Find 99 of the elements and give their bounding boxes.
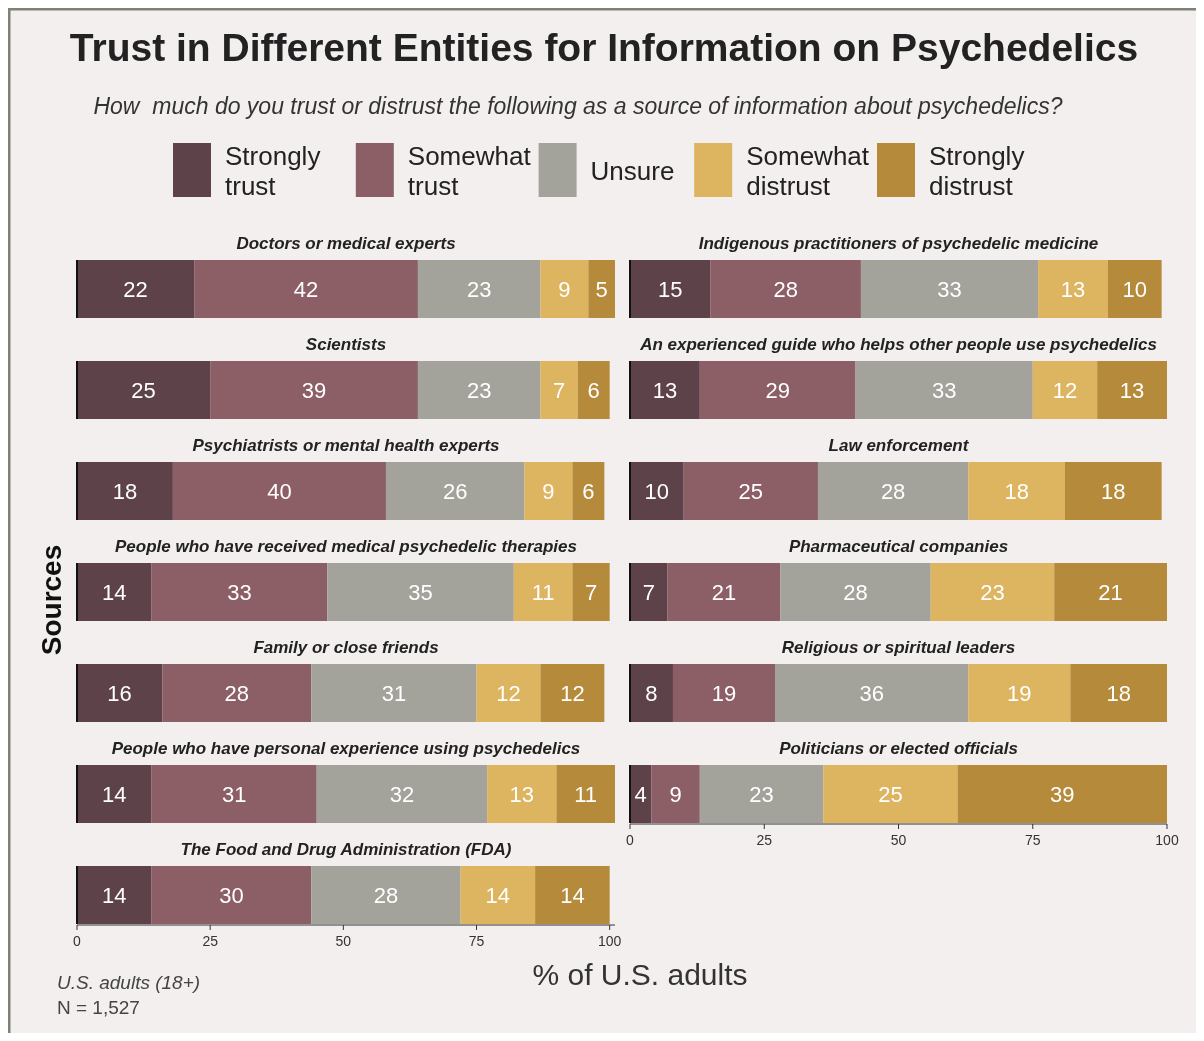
legend-label: Unsure (590, 156, 675, 186)
data-label: 28 (773, 277, 798, 302)
x-tick-label: 0 (626, 832, 635, 848)
data-label: 26 (442, 479, 468, 504)
y-tick-label: Psychiatrists or mental health experts (192, 436, 500, 455)
data-label: 18 (1004, 479, 1029, 504)
x-tick-label: 0 (73, 933, 82, 949)
data-label: 28 (880, 479, 906, 504)
data-label: 15 (658, 277, 683, 302)
data-label: 25 (878, 782, 903, 807)
y-tick-label: Law enforcement (828, 436, 970, 455)
data-label: 39 (301, 378, 327, 403)
data-label: 6 (587, 378, 600, 403)
y-tick-label: Politicians or elected officials (779, 739, 1018, 758)
data-label: 32 (389, 782, 415, 807)
data-label: 21 (1098, 580, 1123, 605)
y-tick-label: Family or close friends (253, 638, 439, 657)
x-tick-label: 100 (597, 933, 622, 949)
data-label: 35 (408, 580, 433, 605)
data-label: 16 (107, 681, 132, 706)
data-label: 13 (509, 782, 535, 807)
data-label: 11 (531, 580, 555, 605)
data-label: 31 (221, 782, 247, 807)
data-label: 23 (466, 277, 492, 302)
data-label: 14 (485, 883, 511, 908)
legend-label: Strongly trust (225, 141, 321, 201)
data-label: 18 (1106, 681, 1131, 706)
data-label: 21 (711, 580, 737, 605)
data-label: 5 (595, 277, 608, 302)
data-label: 19 (1007, 681, 1032, 706)
data-label: 9 (558, 277, 571, 302)
data-label: 18 (1101, 479, 1126, 504)
data-label: 22 (123, 277, 148, 302)
data-label: 29 (765, 378, 790, 403)
data-label: 10 (1122, 277, 1148, 302)
text: U.S. adults (18+) (57, 972, 201, 993)
x-tick-label: 100 (1155, 832, 1179, 848)
data-label: 14 (560, 883, 585, 908)
legend-label: Strongly distrust (929, 141, 1025, 201)
x-tick-label: 50 (890, 832, 907, 848)
data-label: 12 (1052, 378, 1078, 403)
data-label: 14 (102, 580, 127, 605)
data-label: 25 (131, 378, 156, 403)
data-label: 30 (219, 883, 244, 908)
x-tick-label: 50 (335, 933, 352, 949)
data-label: 39 (1050, 782, 1075, 807)
data-label: 4 (634, 782, 647, 807)
data-label: 7 (552, 378, 566, 403)
data-label: 9 (542, 479, 555, 504)
data-label: 33 (227, 580, 252, 605)
y-tick-label: Indigenous practitioners of psychedelic medicine (698, 234, 1099, 253)
data-label: 10 (644, 479, 670, 504)
legend-label: Somewhat trust (407, 141, 532, 201)
x-tick-label: 75 (1024, 832, 1041, 848)
data-label: 28 (373, 883, 399, 908)
data-label: 23 (980, 580, 1005, 605)
data-label: 12 (496, 681, 521, 706)
text: How much do you trust or distrust the following as a source of information about psychedelics? (93, 93, 1063, 119)
x-tick-label: 25 (202, 933, 219, 949)
data-label: 13 (652, 378, 678, 403)
data-label: 33 (937, 277, 962, 302)
x-tick-label: 75 (468, 933, 485, 949)
data-label: 7 (642, 580, 655, 605)
data-label: 28 (224, 681, 250, 706)
y-tick-label: Doctors or medical experts (236, 234, 456, 253)
y-tick-label: The Food and Drug Administration (FDA) (180, 840, 512, 859)
y-tick-label: People who have received medical psychedelic therapies (114, 537, 578, 556)
data-label: 18 (112, 479, 138, 504)
data-label: 19 (711, 681, 737, 706)
legend-label: Somewhat distrust (746, 141, 870, 201)
data-label: 14 (102, 883, 127, 908)
data-label: 28 (843, 580, 868, 605)
data-label: 13 (1060, 277, 1086, 302)
text: % of U.S. adults (532, 958, 748, 991)
data-label: 14 (102, 782, 127, 807)
data-label: 7 (584, 580, 598, 605)
y-tick-label: An experienced guide who helps other people use psychedelics (639, 335, 1157, 354)
data-label: 23 (466, 378, 492, 403)
y-tick-label: Pharmaceutical companies (788, 537, 1009, 556)
y-tick-label: Religious or spiritual leaders (781, 638, 1016, 657)
text: Sources (36, 544, 67, 656)
data-label: 33 (931, 378, 957, 403)
data-label: 8 (645, 681, 658, 706)
data-label: 13 (1119, 378, 1145, 403)
x-tick-label: 25 (756, 832, 773, 848)
data-label: 6 (582, 479, 595, 504)
data-label: 31 (381, 681, 407, 706)
text: Trust in Different Entities for Information on Psychedelics (69, 26, 1139, 69)
data-label: 42 (293, 277, 319, 302)
data-label: 9 (669, 782, 682, 807)
data-label: 36 (859, 681, 884, 706)
data-label: 11 (574, 782, 598, 807)
y-tick-label: People who have personal experience using psychedelics (111, 739, 581, 758)
data-label: 12 (560, 681, 585, 706)
data-label: 40 (267, 479, 292, 504)
y-tick-label: Scientists (305, 335, 387, 354)
data-label: 23 (749, 782, 774, 807)
data-label: 25 (738, 479, 764, 504)
text: N = 1,527 (57, 997, 140, 1018)
